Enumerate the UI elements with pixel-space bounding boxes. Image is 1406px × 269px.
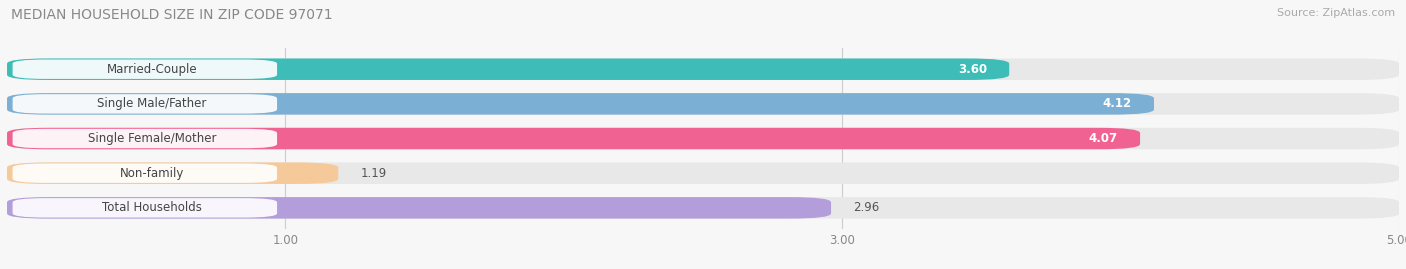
Text: 1.19: 1.19 bbox=[360, 167, 387, 180]
FancyBboxPatch shape bbox=[7, 128, 1140, 149]
FancyBboxPatch shape bbox=[7, 162, 339, 184]
Text: 4.12: 4.12 bbox=[1102, 97, 1132, 110]
FancyBboxPatch shape bbox=[13, 198, 277, 218]
Text: Single Male/Father: Single Male/Father bbox=[97, 97, 207, 110]
Text: Non-family: Non-family bbox=[120, 167, 184, 180]
Text: Married-Couple: Married-Couple bbox=[107, 63, 197, 76]
FancyBboxPatch shape bbox=[7, 58, 1399, 80]
Text: 4.07: 4.07 bbox=[1088, 132, 1118, 145]
FancyBboxPatch shape bbox=[7, 197, 831, 219]
Text: Total Households: Total Households bbox=[101, 201, 201, 214]
FancyBboxPatch shape bbox=[7, 93, 1154, 115]
FancyBboxPatch shape bbox=[7, 128, 1399, 149]
FancyBboxPatch shape bbox=[7, 93, 1399, 115]
FancyBboxPatch shape bbox=[7, 58, 1010, 80]
FancyBboxPatch shape bbox=[13, 129, 277, 148]
Text: 3.60: 3.60 bbox=[957, 63, 987, 76]
Text: MEDIAN HOUSEHOLD SIZE IN ZIP CODE 97071: MEDIAN HOUSEHOLD SIZE IN ZIP CODE 97071 bbox=[11, 8, 333, 22]
FancyBboxPatch shape bbox=[7, 162, 1399, 184]
FancyBboxPatch shape bbox=[13, 59, 277, 79]
Text: 2.96: 2.96 bbox=[853, 201, 880, 214]
FancyBboxPatch shape bbox=[13, 94, 277, 114]
FancyBboxPatch shape bbox=[13, 164, 277, 183]
FancyBboxPatch shape bbox=[7, 197, 1399, 219]
Text: Source: ZipAtlas.com: Source: ZipAtlas.com bbox=[1277, 8, 1395, 18]
Text: Single Female/Mother: Single Female/Mother bbox=[87, 132, 217, 145]
